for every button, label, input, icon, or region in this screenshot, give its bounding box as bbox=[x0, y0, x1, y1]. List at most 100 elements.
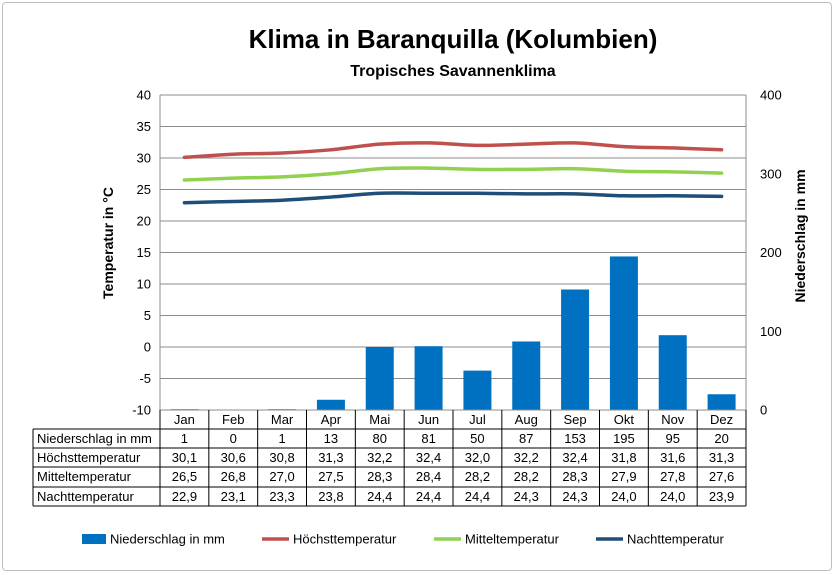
chart-title: Klima in Baranquilla (Kolumbien) bbox=[249, 24, 658, 54]
legend-swatch bbox=[82, 534, 106, 544]
chart-subtitle: Tropisches Savannenklima bbox=[350, 63, 556, 80]
table-cell: 23,3 bbox=[269, 489, 294, 504]
precipitation-bar bbox=[658, 335, 687, 410]
table-cell: 27,0 bbox=[269, 469, 294, 484]
table-cell: 32,4 bbox=[416, 450, 441, 465]
table-cell: 50 bbox=[470, 431, 484, 446]
table-cell: 153 bbox=[564, 431, 586, 446]
table-cell: 28,3 bbox=[562, 469, 587, 484]
table-row-header: Höchsttemperatur bbox=[37, 450, 141, 465]
table-cell: 1 bbox=[278, 431, 285, 446]
precipitation-bar bbox=[365, 347, 394, 410]
y-tick-label: -10 bbox=[132, 403, 151, 418]
table-cell: 31,8 bbox=[611, 450, 636, 465]
table-cell: 24,3 bbox=[562, 489, 587, 504]
table-cell: 22,9 bbox=[172, 489, 197, 504]
category-label: Jan bbox=[174, 412, 195, 427]
y2-tick-label: 100 bbox=[760, 324, 782, 339]
legend-label: Niederschlag in mm bbox=[110, 532, 225, 547]
table-cell: 26,8 bbox=[221, 469, 246, 484]
table-cell: 24,0 bbox=[660, 489, 685, 504]
y2-axis-label: Niederschlag in mm bbox=[792, 169, 808, 302]
y2-tick-label: 300 bbox=[760, 166, 782, 181]
table-cell: 32,2 bbox=[367, 450, 392, 465]
y-tick-label: 5 bbox=[144, 308, 151, 323]
table-cell: 23,1 bbox=[221, 489, 246, 504]
table-cell: 32,0 bbox=[465, 450, 490, 465]
category-label: Apr bbox=[321, 412, 342, 427]
precipitation-bar bbox=[561, 289, 590, 410]
table-cell: 26,5 bbox=[172, 469, 197, 484]
precipitation-bar bbox=[414, 346, 443, 410]
category-label: Nov bbox=[661, 412, 685, 427]
precipitation-bar bbox=[609, 256, 638, 410]
table-cell: 20 bbox=[714, 431, 728, 446]
legend-label: Nachttemperatur bbox=[627, 532, 724, 547]
series-line bbox=[182, 191, 724, 205]
table-cell: 81 bbox=[421, 431, 435, 446]
table-cell: 80 bbox=[373, 431, 387, 446]
table-cell: 1 bbox=[181, 431, 188, 446]
table-cell: 24,3 bbox=[514, 489, 539, 504]
y-tick-label: 0 bbox=[144, 340, 151, 355]
y2-tick-label: 200 bbox=[760, 245, 782, 260]
table-cell: 32,2 bbox=[514, 450, 539, 465]
category-label: Mar bbox=[271, 412, 294, 427]
category-label: Jun bbox=[418, 412, 439, 427]
table-cell: 195 bbox=[613, 431, 635, 446]
table-cell: 31,3 bbox=[709, 450, 734, 465]
table-cell: 24,0 bbox=[611, 489, 636, 504]
table-cell: 31,6 bbox=[660, 450, 685, 465]
table-row-header: Mitteltemperatur bbox=[37, 469, 132, 484]
table-row-header: Nachttemperatur bbox=[37, 489, 134, 504]
category-label: Aug bbox=[515, 412, 538, 427]
series-line bbox=[182, 166, 724, 182]
category-label: Dez bbox=[710, 412, 733, 427]
precipitation-bar bbox=[316, 399, 345, 410]
legend-label: Höchsttemperatur bbox=[293, 532, 397, 547]
y-axis-label: Temperatur in °C bbox=[100, 187, 116, 299]
table-cell: 30,1 bbox=[172, 450, 197, 465]
y-tick-label: -5 bbox=[139, 371, 151, 386]
table-cell: 27,9 bbox=[611, 469, 636, 484]
y2-tick-label: 400 bbox=[760, 88, 782, 103]
precipitation-bar bbox=[707, 394, 736, 410]
table-cell: 24,4 bbox=[416, 489, 441, 504]
series-line bbox=[182, 141, 724, 160]
category-label: Sep bbox=[564, 412, 587, 427]
y2-tick-label: 0 bbox=[760, 403, 767, 418]
legend-label: Mitteltemperatur bbox=[465, 532, 560, 547]
y-tick-label: 35 bbox=[137, 119, 151, 134]
category-label: Okt bbox=[614, 412, 635, 427]
y-tick-label: 15 bbox=[137, 245, 151, 260]
table-cell: 28,2 bbox=[465, 469, 490, 484]
precipitation-bar bbox=[463, 370, 492, 410]
table-cell: 28,3 bbox=[367, 469, 392, 484]
table-cell: 30,6 bbox=[221, 450, 246, 465]
table-cell: 28,4 bbox=[416, 469, 441, 484]
table-cell: 23,8 bbox=[318, 489, 343, 504]
table-cell: 31,3 bbox=[318, 450, 343, 465]
category-label: Mai bbox=[369, 412, 390, 427]
table-cell: 0 bbox=[230, 431, 237, 446]
table-cell: 13 bbox=[324, 431, 338, 446]
y-tick-label: 25 bbox=[137, 182, 151, 197]
y-tick-label: 30 bbox=[137, 151, 151, 166]
category-label: Jul bbox=[469, 412, 486, 427]
table-cell: 95 bbox=[666, 431, 680, 446]
table-row-header: Niederschlag in mm bbox=[37, 431, 152, 446]
table-cell: 27,5 bbox=[318, 469, 343, 484]
table-cell: 87 bbox=[519, 431, 533, 446]
y-tick-label: 20 bbox=[137, 214, 151, 229]
table-cell: 24,4 bbox=[367, 489, 392, 504]
table-cell: 28,2 bbox=[514, 469, 539, 484]
y-tick-label: 10 bbox=[137, 277, 151, 292]
table-cell: 23,9 bbox=[709, 489, 734, 504]
y-tick-label: 40 bbox=[137, 88, 151, 103]
table-cell: 27,8 bbox=[660, 469, 685, 484]
table-cell: 30,8 bbox=[269, 450, 294, 465]
category-label: Feb bbox=[222, 412, 244, 427]
table-cell: 32,4 bbox=[562, 450, 587, 465]
